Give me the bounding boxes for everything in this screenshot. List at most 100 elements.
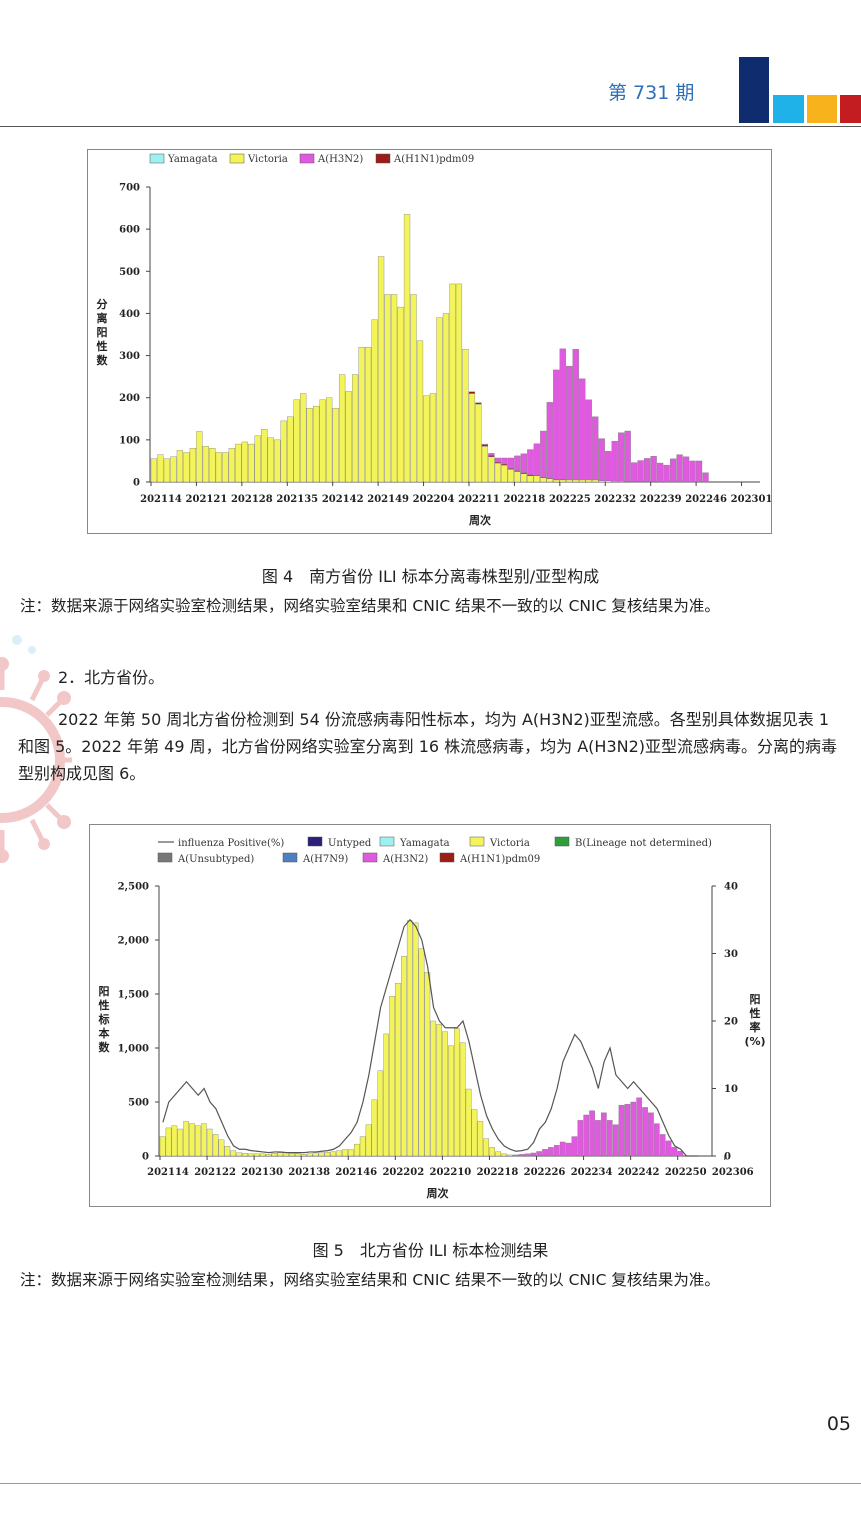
bar-h3n2 (656, 462, 664, 483)
bar-h3n2 (624, 430, 631, 482)
bar-h3n2 (671, 1147, 678, 1157)
bar-h3n2 (601, 1112, 607, 1157)
bar-h1n1 (481, 444, 489, 447)
bar-victoria (212, 1134, 219, 1157)
bar-victoria (481, 446, 489, 483)
bar-victoria (406, 920, 413, 1157)
y2-axis-title-char: 性 (750, 1006, 761, 1020)
bar-h3n2 (559, 1141, 566, 1157)
bar-victoria (371, 1099, 378, 1157)
bar-victoria (533, 475, 540, 483)
bar-h3n2 (527, 449, 534, 476)
y-axis-title-char: 本 (99, 1026, 110, 1040)
bar-victoria (506, 1154, 513, 1157)
x-tick-label: 202210 (430, 1167, 472, 1178)
bar-h3n2 (585, 399, 592, 481)
figure-4-note: 注：数据来源于网络实验室检测结果，网络实验室结果和 CNIC 结果不一致的以 C… (20, 597, 720, 615)
bar-h3n2 (618, 432, 625, 482)
bar-victoria (364, 346, 372, 483)
bar-victoria (410, 294, 417, 483)
bar-victoria (351, 374, 359, 483)
bar-victoria (259, 1153, 266, 1157)
bar-victoria (312, 1152, 319, 1157)
y-tick-label: 700 (119, 183, 140, 194)
x-tick-label: 202242 (618, 1167, 660, 1178)
bar-h3n2 (566, 365, 573, 481)
bar-h3n2 (540, 430, 547, 478)
legend-label: influenza Positive(%) (178, 838, 284, 849)
bar-victoria (507, 469, 514, 483)
bar-victoria (418, 948, 425, 1157)
bar-h1n1 (488, 455, 495, 457)
x-tick-label: 202114 (140, 494, 182, 505)
bar-h3n2 (553, 369, 560, 480)
bar-victoria (165, 1127, 172, 1157)
bar-h3n2 (592, 416, 599, 481)
bar-victoria (359, 1136, 366, 1157)
figure-5-chart: influenza Positive(%) Untyped Yamagata Vict… (89, 824, 771, 1207)
bar-victoria (189, 448, 197, 483)
bar-victoria (371, 319, 378, 483)
bar-h3n2 (571, 1136, 578, 1157)
bar-victoria (277, 1152, 284, 1157)
x-tick-label: 202218 (504, 494, 546, 505)
bar-victoria (514, 471, 521, 483)
page-number: 05 (826, 1413, 851, 1435)
y-axis-title-char: 性 (97, 339, 108, 353)
legend-label: Victoria (489, 838, 530, 849)
bar-victoria (209, 448, 216, 483)
y2-axis-title-char: 阳 (750, 992, 761, 1006)
bar-h3n2 (650, 456, 657, 482)
bar-victoria (412, 922, 419, 1157)
legend-swatch (307, 836, 323, 847)
legend-label: Victoria (247, 154, 288, 165)
bar-h3n2 (524, 1153, 531, 1156)
bar-h3n2 (514, 455, 521, 471)
y2-tick-label: 0 (724, 1152, 731, 1163)
bar-victoria (477, 1121, 484, 1157)
x-axis-title: 周次 (469, 513, 491, 527)
bar-victoria (267, 437, 274, 483)
x-tick-label: 202146 (335, 1167, 377, 1178)
x-tick-label: 202234 (571, 1167, 613, 1178)
legend-swatch (282, 852, 298, 863)
legend-swatch (554, 836, 570, 847)
bar-victoria (424, 972, 431, 1157)
legend-label: A(Unsubtyped) (177, 854, 254, 865)
bar-victoria (242, 1153, 248, 1157)
bar-h3n2 (606, 1120, 613, 1157)
bar-h3n2 (583, 1114, 590, 1157)
bar-victoria (348, 1149, 354, 1157)
y-tick-label: 2,500 (118, 882, 149, 893)
bar-h3n2 (642, 1107, 648, 1157)
bar-victoria (222, 452, 229, 483)
legend-swatch (379, 836, 395, 847)
y-tick-label: 1,500 (118, 990, 149, 1001)
bar-victoria (183, 452, 190, 483)
y-axis-title-char: 数 (99, 1040, 111, 1054)
bar-victoria (271, 1153, 278, 1157)
bar-h3n2 (530, 1152, 537, 1156)
y2-axis-title-char: (%) (744, 1035, 765, 1048)
virus-decoration-icon (0, 635, 72, 863)
bar-h3n2 (595, 1120, 601, 1157)
bar-victoria (429, 393, 437, 483)
legend-swatch (229, 153, 245, 164)
bar-victoria (436, 317, 443, 483)
bar-victoria (436, 1024, 442, 1157)
bar-victoria (377, 256, 385, 483)
bar-victoria (442, 1031, 448, 1157)
bar-h3n2 (577, 1120, 584, 1157)
bar-victoria (397, 306, 404, 483)
figure-4-caption: 图 4 南方省份 ILI 标本分离毒株型别/亚型构成 (261, 567, 600, 586)
bar-victoria (150, 458, 158, 483)
bar-victoria (390, 294, 398, 483)
bar-h3n2 (548, 1147, 554, 1157)
bar-victoria (183, 1121, 189, 1157)
bar-h3n2 (644, 458, 651, 482)
bar-victoria (248, 1153, 254, 1157)
bar-victoria (265, 1154, 272, 1157)
y-axis-title-char: 分 (97, 297, 108, 311)
bar-victoria (401, 956, 407, 1157)
bar-victoria (293, 399, 300, 483)
